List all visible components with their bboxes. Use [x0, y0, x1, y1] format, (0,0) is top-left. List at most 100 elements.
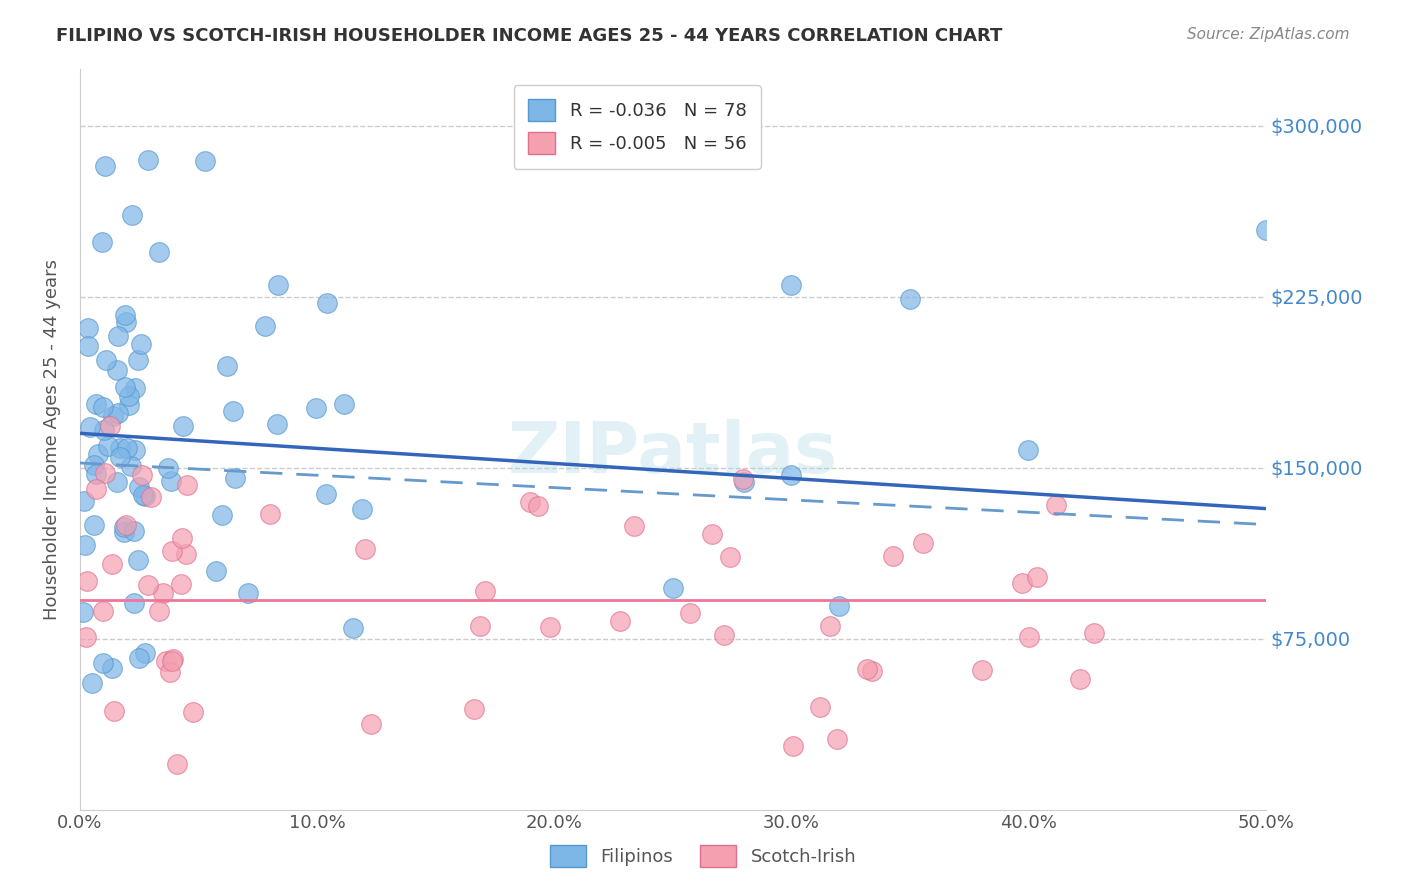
Point [152, 586, 174, 600]
Point [98, 418, 121, 433]
Point [73, 493, 96, 508]
Point [808, 700, 831, 714]
Point [84, 482, 107, 496]
Point [354, 542, 377, 557]
Point [172, 418, 194, 433]
Point [468, 619, 491, 633]
Point [315, 486, 337, 500]
Point [1083, 626, 1105, 640]
Point [718, 550, 741, 565]
Point [114, 380, 136, 394]
Point [124, 443, 146, 458]
Point [120, 459, 142, 474]
Point [360, 716, 382, 731]
Text: ZIPatlas: ZIPatlas [508, 419, 838, 488]
Point [860, 665, 883, 679]
Point [609, 614, 631, 628]
Point [970, 664, 993, 678]
Point [211, 508, 233, 522]
Point [527, 500, 550, 514]
Point [882, 549, 904, 563]
Point [84, 397, 107, 411]
Point [155, 655, 177, 669]
Point [825, 732, 848, 747]
Point [1069, 672, 1091, 686]
Point [136, 578, 159, 592]
Point [332, 397, 354, 411]
Point [128, 480, 150, 494]
Point [115, 517, 138, 532]
Y-axis label: Householder Income Ages 25 - 44 years: Householder Income Ages 25 - 44 years [44, 259, 60, 620]
Point [112, 519, 135, 533]
Point [101, 661, 124, 675]
Point [679, 606, 702, 620]
Point [733, 472, 755, 486]
Point [75, 539, 97, 553]
Point [1018, 630, 1040, 644]
Point [115, 441, 138, 455]
Point [254, 319, 277, 334]
Point [117, 389, 139, 403]
Point [108, 441, 131, 455]
Point [174, 547, 197, 561]
Point [121, 208, 143, 222]
Point [1026, 570, 1049, 584]
Point [160, 654, 183, 668]
Point [128, 651, 150, 665]
Point [474, 583, 496, 598]
Point [519, 495, 541, 509]
Point [114, 308, 136, 322]
Point [316, 295, 339, 310]
Point [350, 502, 373, 516]
Text: Source: ZipAtlas.com: Source: ZipAtlas.com [1187, 27, 1350, 42]
Point [86, 447, 108, 461]
Point [131, 467, 153, 482]
Point [217, 359, 239, 373]
Point [72, 605, 94, 619]
Text: FILIPINO VS SCOTCH-IRISH HOUSEHOLDER INCOME AGES 25 - 44 YEARS CORRELATION CHART: FILIPINO VS SCOTCH-IRISH HOUSEHOLDER INC… [56, 27, 1002, 45]
Point [176, 478, 198, 492]
Point [170, 577, 193, 591]
Point [101, 558, 124, 572]
Point [224, 471, 246, 485]
Point [160, 474, 183, 488]
Point [139, 490, 162, 504]
Point [538, 619, 561, 633]
Point [782, 739, 804, 753]
Point [733, 475, 755, 490]
Point [266, 417, 288, 431]
Point [159, 665, 181, 680]
Point [1011, 576, 1033, 591]
Point [166, 756, 188, 771]
Point [107, 329, 129, 343]
Point [305, 401, 328, 415]
Point [75, 630, 97, 644]
Point [162, 652, 184, 666]
Point [828, 599, 851, 613]
Point [205, 564, 228, 578]
Point [700, 527, 723, 541]
Point [77, 339, 100, 353]
Point [124, 381, 146, 395]
Point [91, 604, 114, 618]
Point [132, 488, 155, 502]
Point [713, 628, 735, 642]
Point [1045, 498, 1067, 512]
Point [108, 450, 131, 465]
Point [101, 409, 124, 423]
Point [661, 581, 683, 595]
Point [96, 353, 118, 368]
Point [162, 544, 184, 558]
Point [156, 460, 179, 475]
Point [112, 524, 135, 539]
Point [107, 363, 129, 377]
Point [76, 574, 98, 588]
Point [83, 458, 105, 472]
Point [93, 423, 115, 437]
Point [103, 704, 125, 718]
Point [129, 337, 152, 351]
Point [122, 596, 145, 610]
Point [107, 406, 129, 420]
Point [259, 508, 281, 522]
Point [136, 153, 159, 167]
